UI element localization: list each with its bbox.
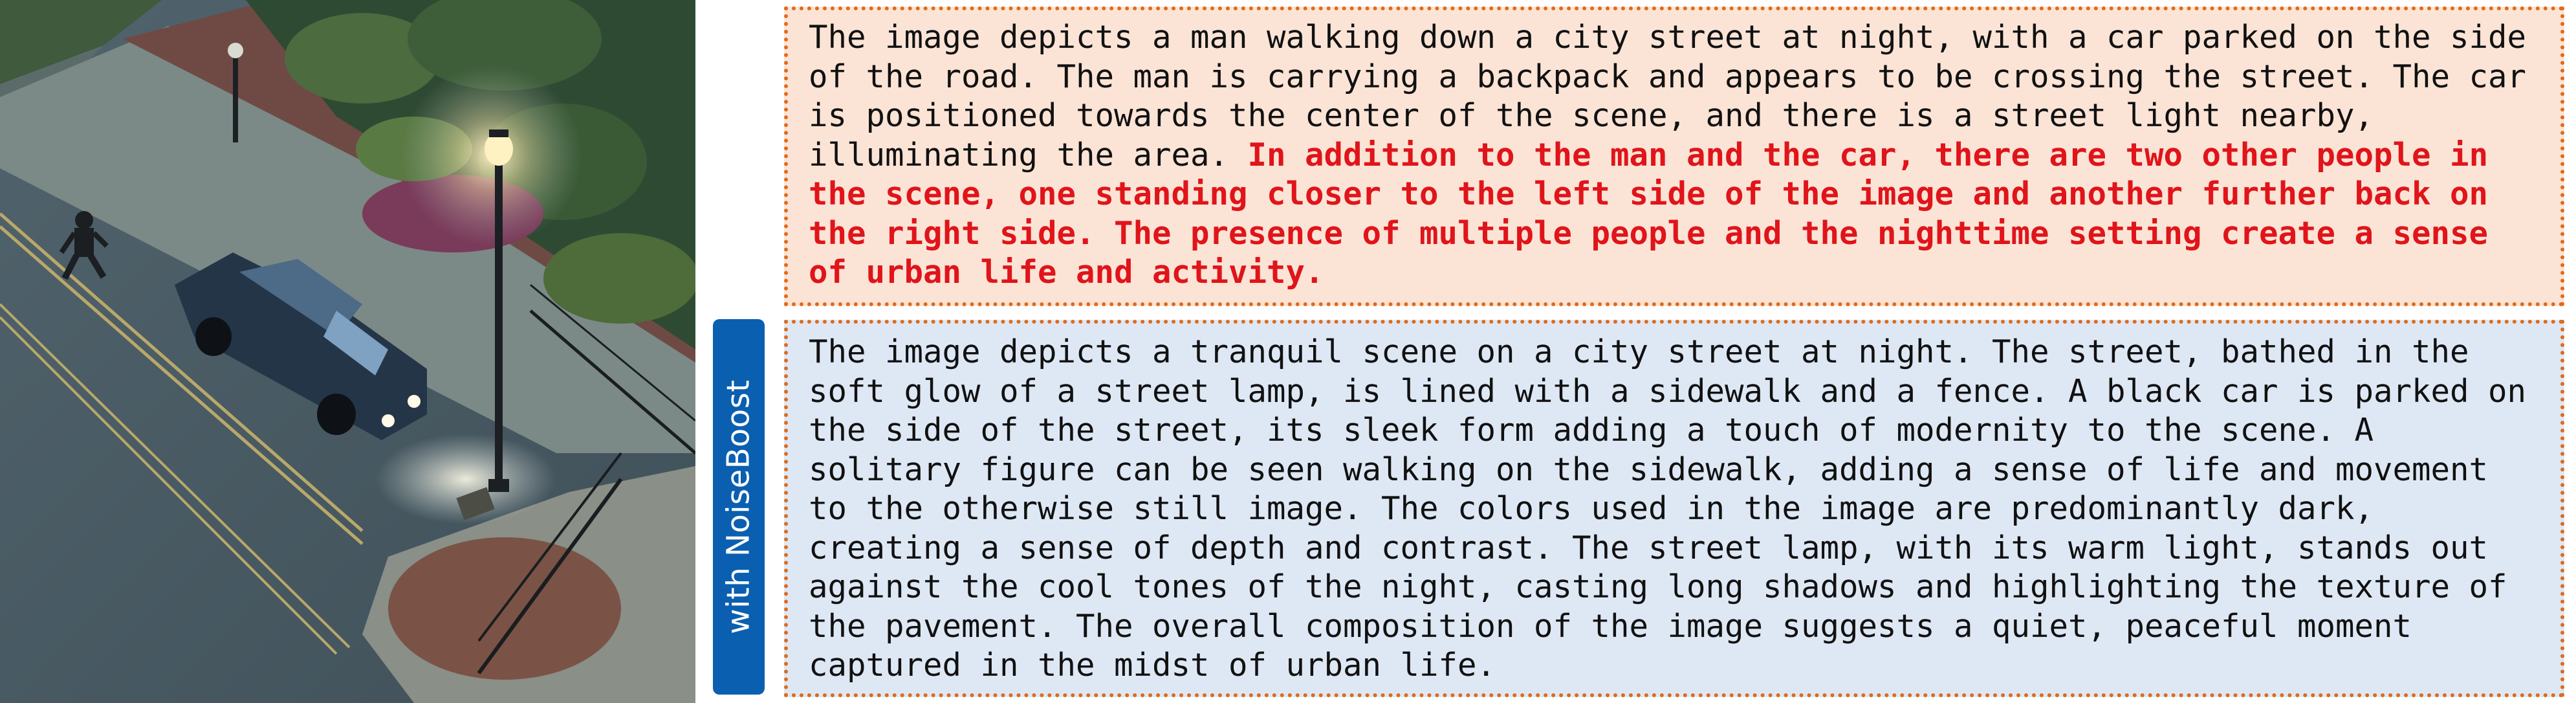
method-tab: with NoiseBoost	[713, 319, 765, 695]
method-label: with NoiseBoost	[721, 379, 758, 634]
caption-baseline: The image depicts a man walking down a c…	[784, 6, 2564, 306]
caption-baseline-text: The image depicts a man walking down a c…	[809, 18, 2542, 293]
scene-artwork	[0, 0, 695, 703]
caption-baseline-plain: The image depicts a man walking down a c…	[809, 19, 2527, 173]
person-figure	[59, 211, 109, 280]
car	[175, 252, 427, 440]
caption-noiseboost-text: The image depicts a tranquil scene on a …	[809, 333, 2527, 684]
night-street-illustration	[0, 0, 695, 703]
caption-baseline-hallucination: In addition to the man and the car, ther…	[809, 136, 2489, 291]
caption-noiseboost: The image depicts a tranquil scene on a …	[784, 320, 2564, 697]
